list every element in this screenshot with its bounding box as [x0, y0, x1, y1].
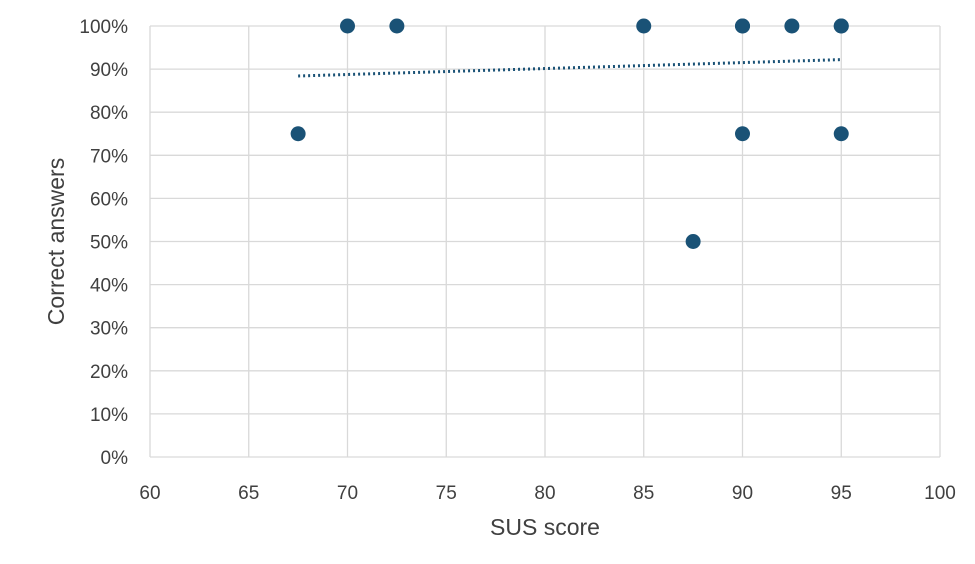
y-tick-label: 80% [90, 103, 128, 124]
x-axis-ticks: 60 65 70 75 80 85 90 95 100 [139, 483, 955, 504]
y-tick-label: 100% [79, 17, 128, 38]
x-tick-label: 75 [436, 483, 457, 504]
x-axis-title: SUS score [490, 514, 600, 540]
x-tick-label: 65 [238, 483, 259, 504]
data-points [290, 18, 849, 249]
data-point [636, 18, 652, 34]
y-tick-label: 50% [90, 233, 128, 254]
x-tick-label: 100 [924, 483, 956, 504]
grid [149, 25, 941, 458]
trendline-layer [298, 58, 842, 78]
y-axis-ticks: 0% 10% 20% 30% 40% 50% 60% 70% 80% 90% 100% [79, 17, 128, 469]
x-tick-label: 70 [337, 483, 358, 504]
y-tick-label: 90% [90, 60, 128, 81]
x-tick-label: 80 [534, 483, 555, 504]
trendline [298, 58, 842, 78]
data-point [833, 126, 849, 142]
y-tick-label: 30% [90, 319, 128, 340]
data-point [290, 126, 306, 142]
data-point [735, 126, 750, 142]
x-tick-label: 90 [732, 483, 753, 504]
x-tick-label: 60 [139, 483, 160, 504]
data-point [735, 18, 750, 34]
x-tick-label: 95 [831, 483, 852, 504]
data-point [784, 18, 800, 34]
data-point [389, 18, 405, 34]
y-tick-label: 20% [90, 362, 128, 383]
y-tick-label: 70% [90, 146, 128, 167]
y-tick-label: 60% [90, 189, 128, 210]
data-point [685, 234, 701, 249]
y-tick-label: 10% [90, 405, 128, 426]
data-point [340, 18, 355, 34]
x-tick-label: 85 [633, 483, 654, 504]
y-tick-label: 0% [101, 448, 129, 469]
data-point [833, 18, 849, 34]
y-axis-title: Correct answers [43, 158, 69, 325]
y-tick-label: 40% [90, 276, 128, 297]
